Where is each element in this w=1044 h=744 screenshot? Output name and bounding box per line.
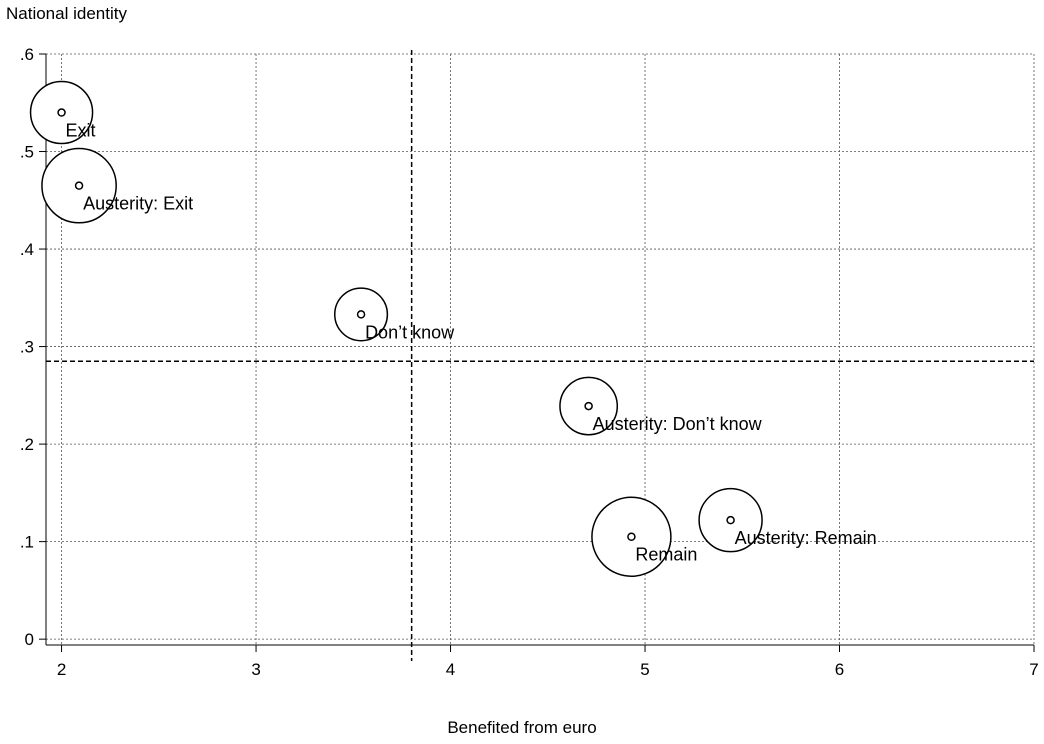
- x-tick-label: 6: [835, 660, 844, 679]
- x-axis-title: Benefited from euro: [447, 718, 597, 737]
- point-marker: [584, 401, 593, 411]
- x-tick-label: 2: [57, 660, 66, 679]
- x-tick-label: 5: [640, 660, 649, 679]
- y-tick-label: .3: [20, 338, 34, 357]
- point-marker: [356, 310, 366, 319]
- point-label: Austerity: Don’t know: [593, 414, 763, 434]
- point-marker: [57, 108, 66, 117]
- y-tick-label: 0: [25, 630, 34, 649]
- x-tick-label: 3: [251, 660, 260, 679]
- y-tick-label: .6: [20, 45, 34, 64]
- y-tick-label: .2: [20, 435, 34, 454]
- point-label: Exit: [66, 121, 96, 141]
- y-tick-label: .4: [20, 240, 34, 259]
- point-label: Remain: [635, 545, 697, 565]
- point-marker: [726, 515, 735, 525]
- y-tick-label: .5: [20, 143, 34, 162]
- y-tick-label: .1: [20, 533, 34, 552]
- point-marker: [74, 181, 84, 190]
- x-tick-label: 4: [446, 660, 455, 679]
- point-label: Austerity: Remain: [735, 528, 877, 548]
- point-label: Don’t know: [365, 322, 455, 342]
- point-label: Austerity: Exit: [83, 194, 193, 214]
- x-tick-label: 7: [1029, 660, 1038, 679]
- point-marker: [627, 532, 636, 541]
- y-axis-title: National identity: [6, 4, 127, 23]
